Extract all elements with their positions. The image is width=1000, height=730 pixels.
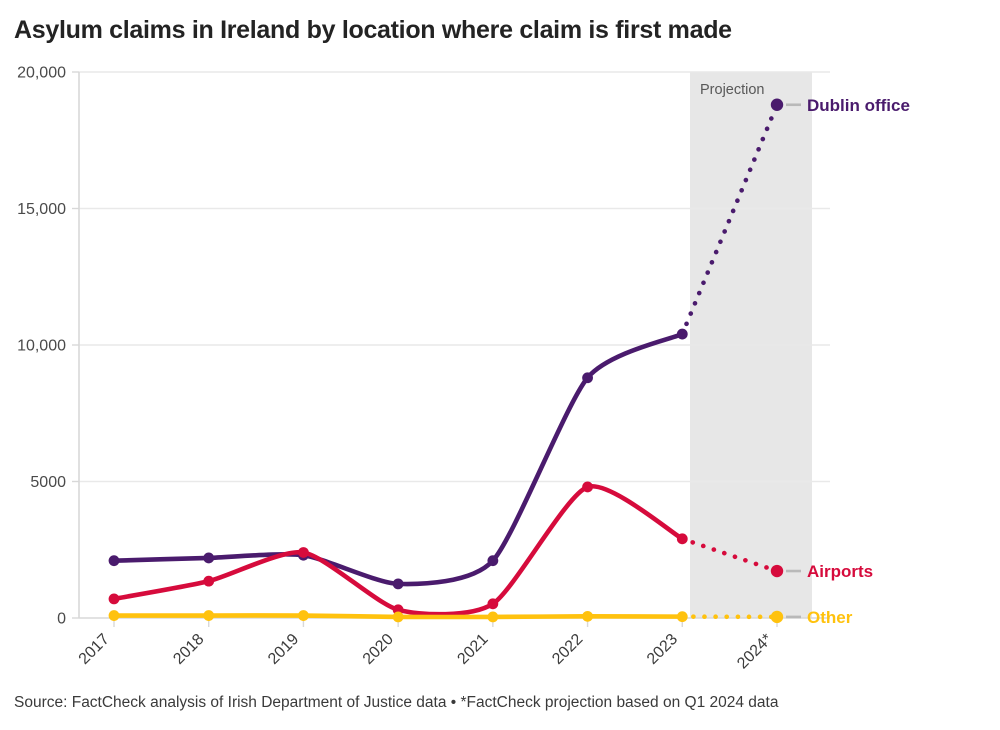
series-line-solid [111, 484, 685, 617]
x-axis-tick-label: 2024* [734, 631, 776, 673]
data-point[interactable] [582, 610, 593, 622]
data-point[interactable] [676, 611, 688, 623]
data-point[interactable] [487, 598, 499, 610]
data-point[interactable] [582, 372, 593, 384]
y-axis-tick-label: 0 [57, 611, 66, 628]
x-axis-tick-label: 2019 [265, 631, 302, 668]
series-line-solid [111, 331, 685, 587]
data-point[interactable] [203, 575, 215, 587]
series-label-other[interactable]: Other [786, 608, 853, 627]
series-line-projection [679, 102, 780, 337]
y-axis-tick-label: 15,000 [17, 201, 66, 218]
data-point[interactable] [392, 611, 404, 623]
data-point[interactable] [108, 610, 120, 621]
series-dublin-office [108, 98, 784, 590]
y-axis-tick-label: 20,000 [17, 65, 66, 82]
data-point[interactable] [298, 547, 309, 558]
x-axis-tick-label: 2022 [549, 631, 586, 668]
y-axis-tick-label: 5000 [30, 474, 66, 491]
x-axis-tick-label: 2023 [644, 631, 681, 668]
y-axis-tick-label: 10,000 [17, 338, 66, 355]
data-point[interactable] [676, 533, 688, 545]
series-label-text: Other [807, 608, 853, 627]
chart-title: Asylum claims in Ireland by location whe… [14, 16, 732, 44]
series-label-airports[interactable]: Airports [786, 562, 873, 581]
projection-band-label: Projection [700, 82, 764, 98]
data-point[interactable] [108, 593, 120, 605]
y-axis-tick-labels: 0 5000 10,000 15,000 20,000 [17, 65, 66, 628]
x-axis-ticks [113, 618, 778, 627]
series-airports [108, 481, 784, 617]
x-axis-tick-label: 2018 [170, 631, 207, 668]
chart-source-footer: Source: FactCheck analysis of Irish Depa… [14, 694, 779, 711]
data-point-endpoint[interactable] [770, 98, 784, 111]
data-point[interactable] [108, 555, 120, 567]
data-point[interactable] [203, 552, 215, 564]
data-point[interactable] [676, 328, 688, 340]
x-axis-tick-label: 2021 [454, 631, 491, 668]
data-point[interactable] [582, 481, 593, 493]
data-point[interactable] [392, 578, 404, 590]
series-label-text: Dublin office [807, 96, 910, 115]
data-point[interactable] [203, 610, 215, 621]
series-label-dublin-office[interactable]: Dublin office [786, 96, 910, 115]
x-axis-tick-labels: 2017 2018 2019 2020 2021 2022 2023 2024* [76, 631, 776, 673]
data-series-layer [108, 98, 784, 624]
series-end-labels: Dublin office Airports Other [786, 96, 910, 627]
data-point[interactable] [487, 611, 499, 623]
data-point-endpoint[interactable] [770, 564, 784, 578]
x-axis-tick-label: 2017 [76, 631, 113, 668]
data-point[interactable] [298, 610, 309, 621]
data-point-endpoint[interactable] [770, 610, 784, 624]
series-label-text: Airports [807, 562, 873, 581]
series-other [108, 610, 784, 624]
x-axis-tick-label: 2020 [360, 631, 397, 668]
data-point[interactable] [487, 555, 499, 567]
